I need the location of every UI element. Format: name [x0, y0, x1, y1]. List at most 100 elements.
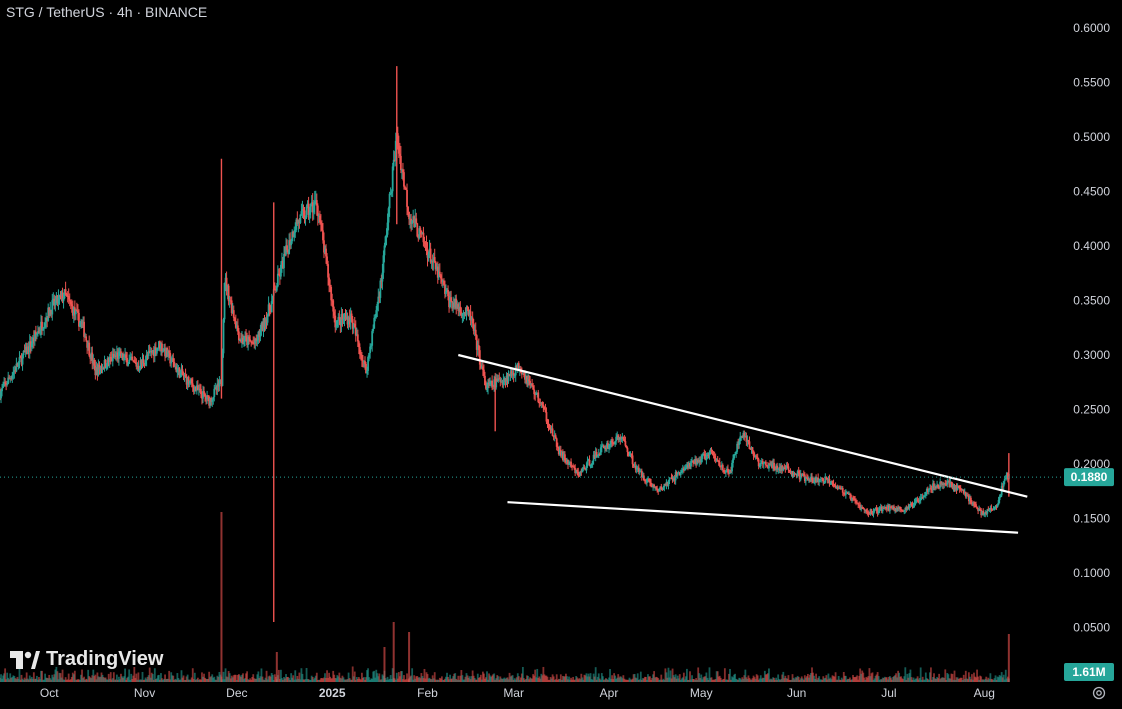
volume-bar — [436, 679, 439, 682]
volume-bar — [263, 679, 266, 682]
candle-body — [960, 489, 963, 491]
volume-bar — [174, 678, 177, 682]
volume-bar — [710, 677, 713, 682]
candle-body — [434, 261, 437, 270]
candle-body — [20, 357, 23, 365]
candle-body — [798, 473, 801, 480]
candle-body — [645, 481, 647, 483]
candle-body — [930, 488, 932, 490]
volume-bar — [536, 668, 539, 682]
candle-body — [182, 374, 185, 377]
volume-bar — [735, 678, 738, 682]
candle-body — [540, 402, 543, 404]
volume-bar — [597, 673, 600, 682]
volume-bar — [697, 667, 700, 682]
candle-body — [125, 354, 128, 358]
volume-bar — [583, 674, 586, 682]
volume-bar — [376, 673, 379, 682]
price-tick-label: 0.1500 — [1073, 512, 1110, 526]
tradingview-logo[interactable]: TradingView — [10, 648, 163, 671]
volume-bar — [525, 678, 527, 682]
volume-bar — [659, 679, 662, 682]
volume-bar — [704, 676, 707, 682]
volume-bar — [757, 679, 760, 682]
volume-bar — [668, 677, 671, 682]
volume-bar — [964, 670, 967, 682]
candle-body — [132, 360, 135, 362]
candle-body — [844, 492, 847, 495]
volume-bar — [719, 677, 722, 682]
volume-bar — [382, 675, 385, 682]
volume-bar — [619, 676, 622, 682]
candle-body — [202, 391, 204, 399]
volume-bar — [289, 679, 292, 682]
volume-bar — [844, 675, 847, 682]
settings-gear-icon[interactable] — [1092, 686, 1106, 700]
volume-bar — [432, 678, 435, 682]
volume-bar — [1005, 678, 1008, 682]
volume-bar — [992, 679, 995, 682]
candle-body — [67, 296, 70, 300]
volume-bar — [557, 678, 560, 682]
candle-body — [221, 353, 224, 386]
candle-body — [69, 301, 72, 305]
candle-body — [931, 488, 933, 490]
candle-body — [203, 391, 205, 394]
candle-body — [151, 350, 154, 353]
candle-body — [916, 499, 919, 502]
volume-bar — [318, 679, 321, 682]
current-price-badge — [1064, 468, 1114, 487]
candle-body — [827, 478, 830, 481]
volume-bar — [729, 668, 731, 682]
candle-body — [537, 392, 540, 402]
candle-body — [165, 347, 167, 357]
candle-body — [694, 459, 697, 463]
candle-body — [954, 485, 957, 491]
candle-body — [492, 385, 495, 387]
volume-bar — [543, 674, 546, 682]
candle-body — [371, 331, 374, 346]
price-axis[interactable]: 0.60000.55000.50000.45000.40000.35000.30… — [1073, 21, 1110, 635]
volume-bar — [839, 679, 842, 682]
candle-body — [581, 468, 584, 473]
volume-bar — [413, 675, 416, 682]
volume-bar — [579, 679, 582, 682]
candle-body — [602, 445, 605, 449]
volume-bar — [483, 673, 485, 682]
candle-body — [84, 336, 86, 338]
candle-body — [652, 484, 654, 488]
volume-bar — [156, 675, 159, 682]
candle-body — [508, 373, 511, 376]
time-axis[interactable]: Oct Nov Dec 2025 Feb Mar Apr May Jun Jul Aug — [40, 686, 995, 700]
candle-body — [883, 506, 886, 508]
volume-bar — [860, 673, 863, 682]
volume-bar — [492, 674, 495, 682]
candle-body — [464, 312, 467, 316]
candle-body — [638, 471, 641, 473]
volume-bar — [937, 678, 940, 682]
volume-bar — [477, 677, 480, 682]
candle-body — [425, 243, 428, 250]
volume-bar — [914, 678, 917, 682]
volume-bar — [770, 678, 772, 682]
volume-bar — [210, 676, 213, 682]
candle-body — [49, 309, 52, 316]
volume-bar — [942, 677, 945, 682]
candle-body — [298, 220, 301, 223]
volume-bar — [249, 678, 252, 682]
candle-body — [962, 489, 965, 494]
trendline-layer[interactable] — [458, 353, 1028, 534]
volume-bar — [814, 678, 816, 682]
volume-bar — [57, 679, 60, 682]
candle-body — [885, 508, 888, 510]
volume-bar — [994, 675, 997, 682]
candle-body — [562, 454, 565, 460]
candle-body — [403, 172, 405, 187]
candle-body — [307, 203, 310, 215]
candle-body — [292, 231, 295, 238]
candle-body — [533, 389, 536, 395]
candle-body — [419, 228, 422, 231]
volume-bar — [726, 679, 728, 682]
